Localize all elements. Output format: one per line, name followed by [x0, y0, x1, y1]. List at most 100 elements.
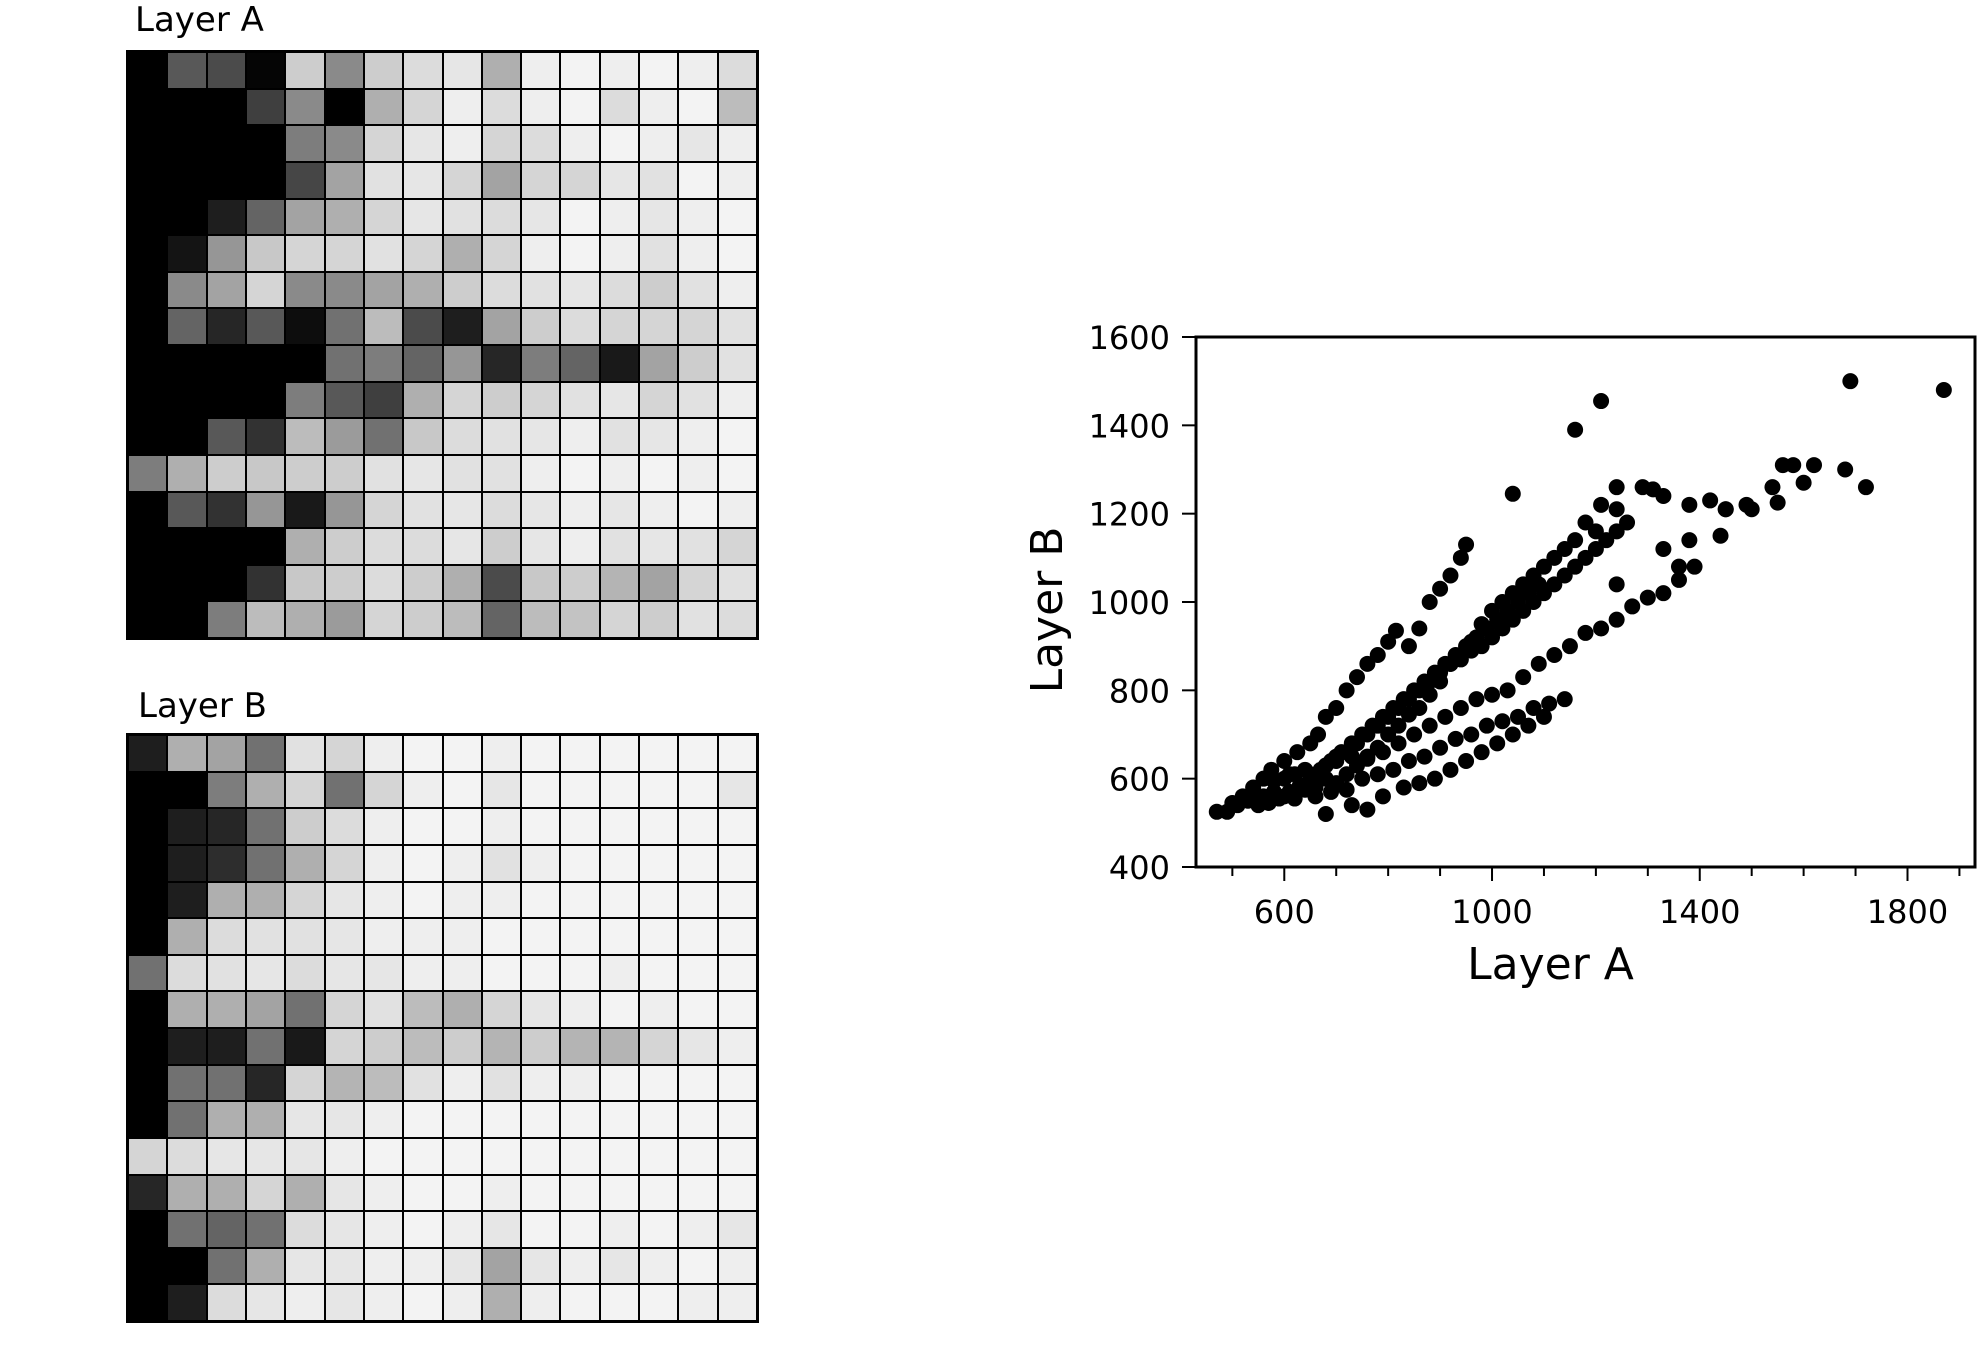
data-point — [1556, 567, 1573, 584]
layer-b-cell-r12-c0 — [128, 1174, 168, 1212]
layer-a-cell-r4-c2 — [206, 198, 246, 236]
data-point — [1509, 594, 1526, 610]
layer-b-cell-r10-c12 — [599, 1101, 640, 1138]
layer-a-cell-r15-c5 — [324, 601, 364, 638]
layer-a-cell-r10-c6 — [363, 418, 404, 455]
data-point — [1587, 541, 1604, 557]
data-point — [1857, 479, 1874, 496]
layer-b-cell-r2-c14 — [678, 808, 718, 845]
layer-b-cell-r4-c9 — [481, 881, 522, 919]
layer-a-cell-r14-c2 — [206, 564, 246, 602]
y-tick-label: 1000 — [1089, 584, 1170, 622]
layer-a-cell-r1-c4 — [285, 88, 325, 126]
layer-a-cell-r7-c13 — [639, 308, 679, 345]
layer-a-cell-r6-c15 — [717, 271, 757, 309]
layer-b-cell-r14-c13 — [639, 1247, 679, 1285]
layer-a-cell-r14-c12 — [599, 564, 640, 602]
layer-b-cell-r3-c5 — [324, 844, 364, 882]
layer-b-cell-r10-c15 — [717, 1101, 757, 1138]
layer-a-cell-r3-c13 — [639, 161, 679, 199]
layer-b-cell-r6-c8 — [442, 954, 482, 992]
layer-a-cell-r14-c15 — [717, 564, 757, 602]
layer-b-cell-r3-c3 — [245, 844, 286, 882]
layer-a-cell-r8-c5 — [324, 345, 364, 382]
data-point — [1468, 629, 1485, 646]
layer-b-cell-r13-c0 — [128, 1211, 168, 1248]
data-point — [1546, 549, 1563, 566]
layer-b-cell-r7-c11 — [560, 991, 600, 1028]
layer-b-cell-r7-c1 — [167, 991, 207, 1028]
layer-a-cell-r1-c6 — [363, 88, 404, 126]
data-point — [1743, 501, 1760, 518]
layer-b-cell-r4-c10 — [521, 881, 561, 919]
layer-a-cell-r2-c15 — [717, 125, 757, 162]
layer-b-cell-r8-c8 — [442, 1028, 482, 1065]
layer-b-cell-r9-c3 — [245, 1064, 286, 1102]
layer-b-cell-r6-c13 — [639, 954, 679, 992]
layer-b-cell-r1-c7 — [403, 771, 443, 809]
layer-b-cell-r14-c10 — [521, 1247, 561, 1285]
layer-b-cell-r6-c2 — [206, 954, 246, 992]
layer-a-cell-r9-c8 — [442, 381, 482, 419]
data-point — [1328, 700, 1345, 716]
layer-a-cell-r5-c15 — [717, 235, 757, 272]
layer-b-cell-r3-c8 — [442, 844, 482, 882]
layer-b-cell-r7-c2 — [206, 991, 246, 1028]
data-point — [1670, 558, 1687, 575]
layer-a-cell-r2-c11 — [560, 125, 600, 162]
data-point — [1504, 485, 1521, 502]
layer-b-cell-r6-c5 — [324, 954, 364, 992]
layer-b-cell-r12-c3 — [245, 1174, 286, 1212]
data-point — [1509, 708, 1526, 725]
layer-a-cell-r13-c6 — [363, 528, 404, 565]
layer-b-cell-r11-c7 — [403, 1137, 443, 1175]
layer-b-cell-r15-c14 — [678, 1284, 718, 1321]
layer-b-cell-r0-c9 — [481, 735, 522, 772]
layer-b-cell-r15-c2 — [206, 1284, 246, 1321]
layer-a-cell-r0-c15 — [717, 52, 757, 89]
layer-a-cell-r4-c0 — [128, 198, 168, 236]
data-point — [1645, 481, 1662, 498]
layer-b-cell-r14-c7 — [403, 1247, 443, 1285]
layer-a-cell-r13-c5 — [324, 528, 364, 565]
layer-b-cell-r11-c8 — [442, 1137, 482, 1175]
data-point — [1416, 748, 1433, 765]
layer-a-cell-r13-c11 — [560, 528, 600, 565]
layer-b-cell-r9-c15 — [717, 1064, 757, 1102]
layer-a-cell-r14-c4 — [285, 564, 325, 602]
layer-b-cell-r10-c7 — [403, 1101, 443, 1138]
layer-b-cell-r14-c12 — [599, 1247, 640, 1285]
data-point — [1426, 770, 1443, 787]
data-point — [1587, 523, 1604, 540]
layer-a-cell-r2-c3 — [245, 125, 286, 162]
layer-a-cell-r10-c1 — [167, 418, 207, 455]
layer-a-cell-r4-c1 — [167, 198, 207, 236]
layer-b-cell-r5-c3 — [245, 918, 286, 955]
x-axis-label: Layer A — [1467, 939, 1634, 990]
layer-a-cell-r8-c9 — [481, 345, 522, 382]
layer-a-cell-r11-c3 — [245, 454, 286, 492]
y-tick-label: 600 — [1109, 761, 1170, 799]
data-point — [1400, 638, 1417, 655]
layer-b-cell-r5-c7 — [403, 918, 443, 955]
layer-a-cell-r10-c8 — [442, 418, 482, 455]
layer-b-cell-r15-c13 — [639, 1284, 679, 1321]
y-tick-label: 800 — [1109, 672, 1170, 710]
data-point — [1468, 691, 1485, 708]
layer-b-cell-r11-c9 — [481, 1137, 522, 1175]
layer-a-cell-r10-c5 — [324, 418, 364, 455]
layer-a-cell-r1-c7 — [403, 88, 443, 126]
layer-a-cell-r0-c8 — [442, 52, 482, 89]
layer-b-cell-r9-c11 — [560, 1064, 600, 1102]
layer-a-cell-r3-c7 — [403, 161, 443, 199]
data-point — [1702, 492, 1719, 509]
layer-a-cell-r9-c4 — [285, 381, 325, 419]
layer-a-cell-r8-c7 — [403, 345, 443, 382]
layer-b-cell-r7-c13 — [639, 991, 679, 1028]
layer-a-cell-r4-c9 — [481, 198, 522, 236]
layer-a-cell-r5-c4 — [285, 235, 325, 272]
layer-a-cell-r15-c13 — [639, 601, 679, 638]
data-point — [1385, 761, 1402, 778]
layer-b-cell-r9-c8 — [442, 1064, 482, 1102]
data-point — [1452, 549, 1469, 566]
